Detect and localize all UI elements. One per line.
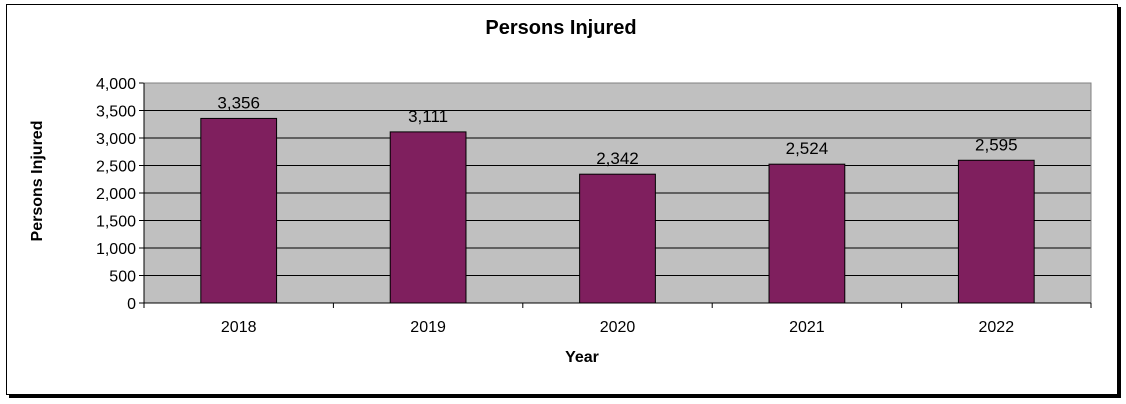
x-tick-label-2018: 2018: [221, 319, 257, 336]
x-tick-label-2022: 2022: [979, 319, 1015, 336]
y-tick-label: 3,000: [96, 131, 136, 148]
y-tick-label: 1,000: [96, 241, 136, 258]
chart-title: Persons Injured: [485, 17, 636, 39]
data-label-2020: 2,342: [596, 149, 639, 168]
bar-2019: [389, 131, 467, 304]
plot-area: 0 500 1,000 1,500 2,000 2,500 3,000 3,500 4,000 3…: [96, 76, 1092, 336]
data-label-2018: 3,356: [217, 93, 260, 112]
bar-2020: [579, 173, 656, 304]
x-tick-label-2021: 2021: [789, 319, 825, 336]
bar-2018: [200, 117, 278, 304]
y-tick-label: 4,000: [96, 76, 136, 93]
x-tick-label-2019: 2019: [410, 319, 446, 336]
data-label-2022: 2,595: [975, 135, 1018, 154]
bar-2021: [768, 163, 846, 304]
x-axis-label: Year: [565, 349, 599, 366]
x-tick-label-2020: 2020: [600, 319, 636, 336]
y-tick-label: 3,500: [96, 104, 136, 121]
y-tick-label: 500: [109, 269, 136, 286]
y-tick-label: 0: [127, 296, 136, 313]
bar-2022: [957, 159, 1035, 304]
y-tick-label: 2,000: [96, 186, 136, 203]
y-tick-label: 2,500: [96, 159, 136, 176]
y-axis-label: Persons Injured: [29, 121, 46, 242]
y-tick-label: 1,500: [96, 214, 136, 231]
data-label-2021: 2,524: [786, 139, 829, 158]
data-label-2019: 3,111: [408, 107, 448, 126]
